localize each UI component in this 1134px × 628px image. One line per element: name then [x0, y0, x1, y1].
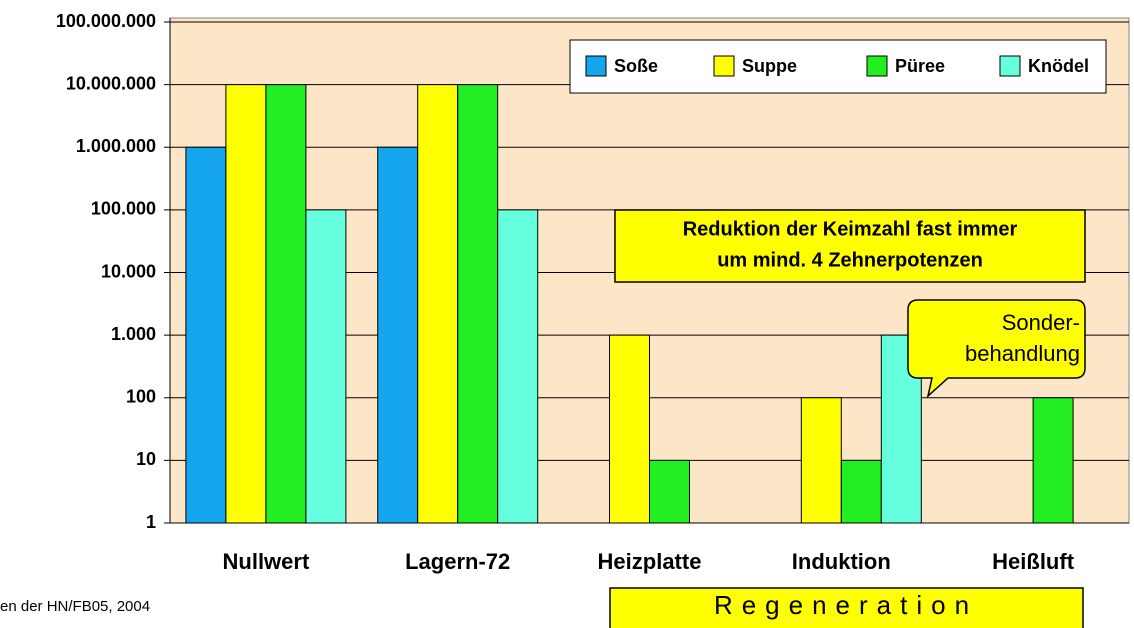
y-tick-label: 10.000: [101, 261, 156, 281]
bar: [609, 334, 650, 524]
regeneration-label: Regeneration: [714, 590, 978, 620]
bar: [840, 459, 882, 524]
bar: [305, 209, 347, 524]
legend-swatch: [585, 55, 607, 77]
bar: [457, 84, 499, 524]
x-tick-label: Heizplatte: [598, 549, 702, 574]
y-tick-label: 1.000.000: [76, 136, 156, 156]
legend-swatch: [866, 55, 888, 77]
bar: [185, 146, 227, 524]
x-tick-label: Induktion: [792, 549, 891, 574]
source-note: en der HN/FB05, 2004: [0, 598, 150, 615]
y-tick-label: 1: [146, 512, 156, 532]
annotation-box: [614, 209, 1086, 283]
legend-label: Suppe: [742, 56, 797, 76]
legend-label: Püree: [895, 56, 945, 76]
callout-text: behandlung: [965, 341, 1080, 366]
regeneration-box: [609, 587, 1084, 628]
annotation-text: um mind. 4 Zehnerpotenzen: [717, 249, 983, 271]
legend-label: Knödel: [1028, 56, 1089, 76]
y-tick-label: 1.000: [111, 324, 156, 344]
x-tick-label: Lagern-72: [405, 549, 510, 574]
y-tick-label: 10: [136, 449, 156, 469]
bar: [1032, 397, 1074, 524]
bar: [497, 209, 539, 524]
x-tick-label: Nullwert: [223, 549, 310, 574]
legend-swatch: [713, 55, 735, 77]
bar: [417, 84, 459, 524]
bar: [377, 146, 419, 524]
legend-label: Soße: [614, 56, 658, 76]
y-tick-label: 100.000.000: [56, 11, 156, 31]
y-tick-label: 10.000.000: [66, 73, 156, 93]
y-tick-label: 100: [126, 387, 156, 407]
bar: [265, 84, 307, 524]
legend-swatch: [999, 55, 1021, 77]
callout-box: [907, 299, 1086, 399]
y-tick-label: 100.000: [91, 199, 156, 219]
callout-text: Sonder-: [1002, 310, 1080, 335]
annotation-text: Reduktion der Keimzahl fast immer: [683, 218, 1018, 240]
bar: [649, 459, 690, 524]
x-tick-label: Heißluft: [992, 549, 1075, 574]
bar: [800, 397, 842, 524]
bar: [225, 84, 267, 524]
